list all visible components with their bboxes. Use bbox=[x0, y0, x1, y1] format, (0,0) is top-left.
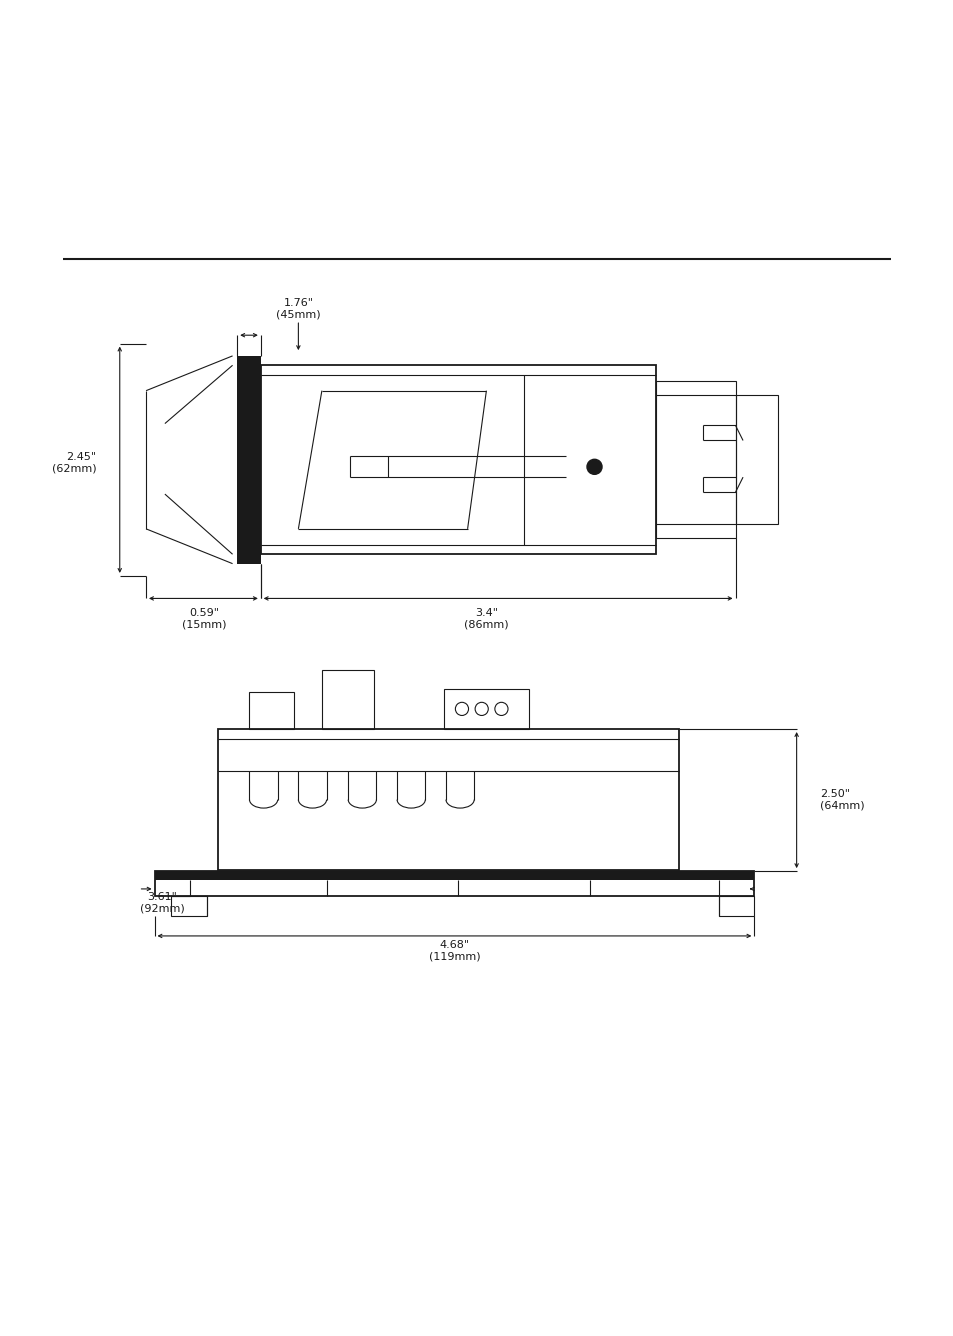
Bar bbox=[250, 692, 294, 729]
Text: 4.68"
(119mm): 4.68" (119mm) bbox=[428, 941, 479, 962]
Bar bbox=[172, 895, 207, 916]
Bar bbox=[154, 871, 754, 880]
Bar bbox=[321, 669, 374, 729]
Bar bbox=[735, 395, 777, 524]
Bar bbox=[154, 871, 754, 895]
Bar bbox=[218, 729, 679, 870]
Bar bbox=[718, 895, 754, 916]
Text: 0.59"
(15mm): 0.59" (15mm) bbox=[182, 608, 227, 629]
Text: 2.45"
(62mm): 2.45" (62mm) bbox=[51, 453, 96, 474]
Text: 3.4"
(86mm): 3.4" (86mm) bbox=[463, 608, 508, 629]
Bar bbox=[260, 365, 655, 554]
Circle shape bbox=[586, 460, 601, 474]
Bar bbox=[237, 355, 260, 564]
Text: 1.76"
(45mm): 1.76" (45mm) bbox=[275, 298, 320, 319]
Text: 2.50"
(64mm): 2.50" (64mm) bbox=[820, 790, 863, 811]
Text: 3.61"
(92mm): 3.61" (92mm) bbox=[139, 892, 184, 914]
Bar bbox=[444, 688, 528, 729]
Bar bbox=[655, 381, 735, 538]
